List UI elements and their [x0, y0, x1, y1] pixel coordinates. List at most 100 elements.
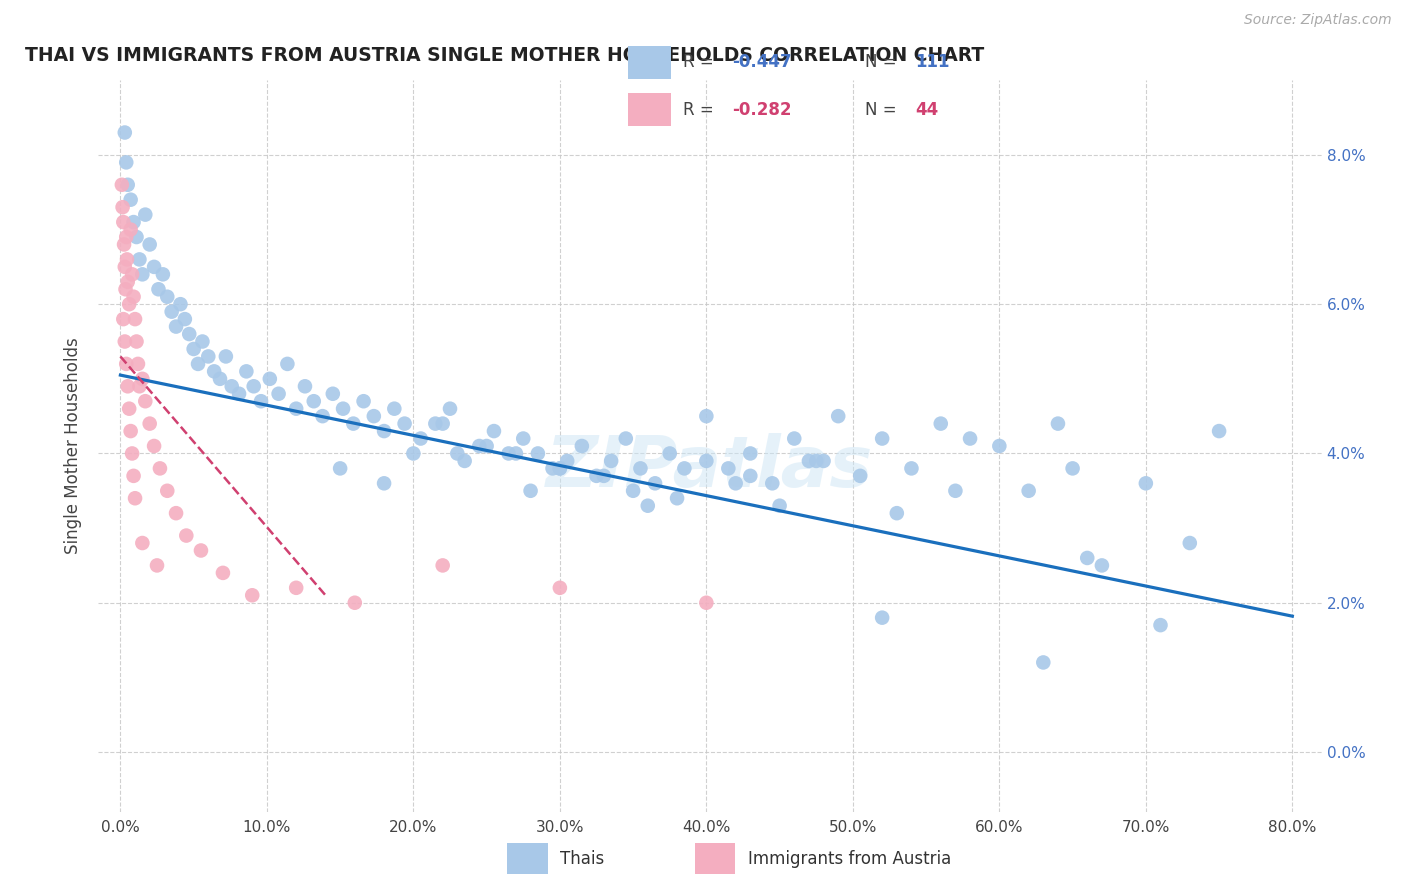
Text: R =: R = [683, 101, 720, 119]
Point [382, 401, 405, 416]
Point [197, 350, 219, 364]
Text: Thais: Thais [561, 849, 605, 868]
Text: N =: N = [865, 101, 901, 119]
Point [121, 446, 143, 460]
Point [122, 290, 145, 304]
Point [138, 237, 160, 252]
Text: 44: 44 [915, 101, 939, 119]
Point [519, 483, 541, 498]
Point [1076, 551, 1098, 566]
Point [332, 401, 354, 416]
Point [165, 319, 187, 334]
Point [592, 468, 614, 483]
Point [666, 491, 689, 506]
Point [302, 394, 325, 409]
Point [453, 454, 475, 468]
Point [118, 401, 141, 416]
Point [120, 222, 142, 236]
Point [475, 439, 498, 453]
Point [294, 379, 316, 393]
Point [527, 446, 550, 460]
Point [122, 215, 145, 229]
Point [988, 439, 1011, 453]
Point [498, 446, 520, 460]
Point [165, 506, 187, 520]
Point [695, 596, 717, 610]
Point [173, 312, 195, 326]
Point [143, 260, 166, 274]
Point [797, 454, 820, 468]
Point [115, 252, 138, 267]
Point [285, 581, 308, 595]
Text: R =: R = [683, 54, 720, 71]
Point [353, 394, 375, 409]
Point [870, 610, 893, 624]
Point [131, 372, 153, 386]
Point [343, 596, 366, 610]
Point [148, 282, 170, 296]
Point [215, 350, 238, 364]
Point [146, 558, 169, 573]
Point [541, 461, 564, 475]
Point [1018, 483, 1040, 498]
Point [827, 409, 849, 424]
Point [425, 417, 447, 431]
Bar [695, 843, 735, 874]
Text: -0.447: -0.447 [731, 54, 792, 71]
Point [1046, 417, 1069, 431]
Point [900, 461, 922, 475]
Point [1062, 461, 1084, 475]
Point [156, 483, 179, 498]
Point [548, 461, 571, 475]
Point [149, 461, 172, 475]
Point [929, 417, 952, 431]
Point [276, 357, 298, 371]
Point [512, 432, 534, 446]
Text: N =: N = [865, 54, 901, 71]
Point [870, 432, 893, 446]
Bar [628, 45, 671, 78]
Point [1032, 656, 1054, 670]
Point [112, 237, 135, 252]
Point [187, 357, 209, 371]
Point [373, 424, 395, 438]
Point [118, 297, 141, 311]
Point [342, 417, 364, 431]
Point [959, 432, 981, 446]
Point [117, 178, 139, 192]
Text: ZIPatlas: ZIPatlas [547, 434, 873, 502]
Point [112, 215, 135, 229]
Point [482, 424, 505, 438]
Text: Source: ZipAtlas.com: Source: ZipAtlas.com [1244, 13, 1392, 28]
Point [468, 439, 491, 453]
Point [555, 454, 578, 468]
Point [600, 454, 623, 468]
Point [285, 401, 308, 416]
Point [259, 372, 281, 386]
Point [548, 581, 571, 595]
Point [128, 379, 150, 393]
Text: 111: 111 [915, 54, 950, 71]
Point [208, 372, 231, 386]
Point [761, 476, 783, 491]
Point [134, 208, 156, 222]
Point [621, 483, 644, 498]
Point [115, 155, 138, 169]
Point [402, 446, 425, 460]
Point [183, 342, 205, 356]
Point [156, 290, 179, 304]
Point [240, 588, 263, 602]
Point [125, 230, 148, 244]
Point [673, 461, 696, 475]
Point [122, 468, 145, 483]
Point [311, 409, 333, 424]
Point [886, 506, 908, 520]
Point [322, 386, 344, 401]
Point [1208, 424, 1230, 438]
Point [740, 468, 762, 483]
Point [806, 454, 828, 468]
Bar [508, 843, 548, 874]
Point [121, 268, 143, 282]
Point [409, 432, 432, 446]
Point [152, 268, 174, 282]
